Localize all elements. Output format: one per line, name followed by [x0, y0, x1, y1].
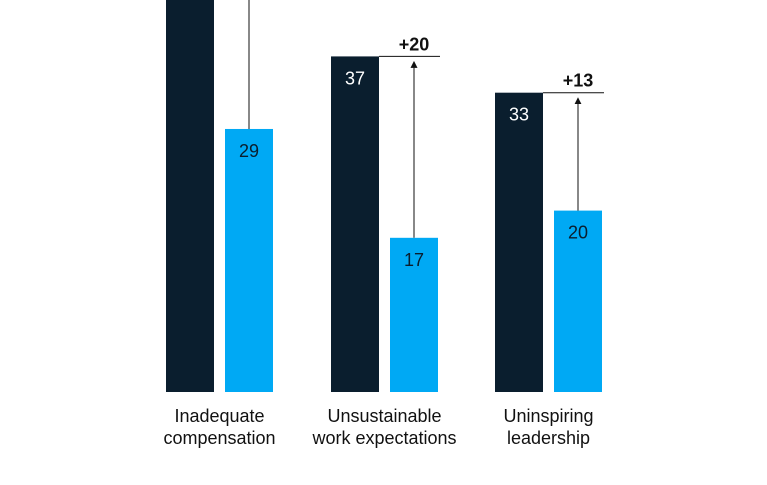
bar-series-2-2	[390, 237, 438, 392]
category-label-3-line-1: Uninspiring	[503, 406, 593, 426]
bar-series-2-3	[554, 210, 602, 392]
delta-label-2: +20	[399, 34, 430, 54]
category-label-1-line-2: compensation	[163, 428, 275, 448]
bar-series-1-3	[495, 92, 543, 392]
category-label-2-line-2: work expectations	[311, 428, 456, 448]
bar-series-1-2	[331, 56, 379, 392]
bar-label-series-2-3: 20	[568, 223, 588, 243]
category-label-3-line-2: leadership	[507, 428, 590, 448]
category-label-1-line-1: Inadequate	[174, 406, 264, 426]
bar-series-2-1	[225, 128, 273, 392]
bar-label-series-1-2: 37	[345, 68, 365, 88]
bar-series-1-1	[166, 0, 214, 392]
category-label-2-line-1: Unsustainable	[327, 406, 441, 426]
bar-label-series-2-1: 29	[239, 141, 259, 161]
bar-label-series-2-2: 17	[404, 250, 424, 270]
delta-label-3: +13	[563, 71, 594, 91]
bar-label-series-1-3: 33	[509, 105, 529, 125]
